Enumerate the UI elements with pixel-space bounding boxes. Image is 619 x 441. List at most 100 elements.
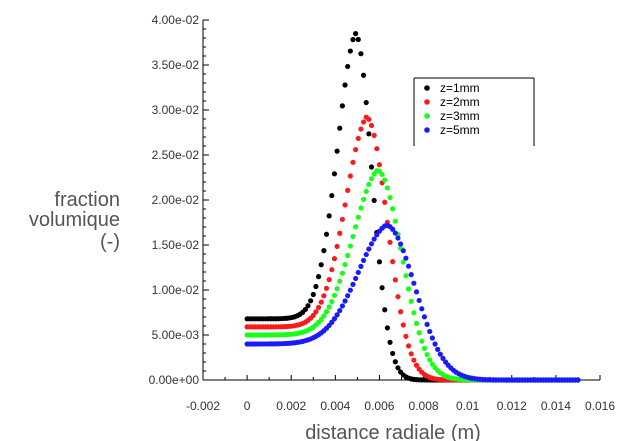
data-point <box>326 304 332 310</box>
data-point <box>408 298 414 304</box>
x-tick-label: 0.008 <box>409 399 439 413</box>
data-point <box>350 233 356 240</box>
data-point <box>368 241 375 247</box>
data-point <box>368 175 375 182</box>
y-tick-label: 5.00e-03 <box>152 328 200 342</box>
data-point <box>334 243 340 250</box>
data-point <box>334 286 340 292</box>
x-tick-label: 0.016 <box>585 399 615 413</box>
data-point <box>382 199 388 205</box>
data-point <box>337 278 343 284</box>
data-point <box>411 357 417 363</box>
data-point <box>395 294 401 300</box>
legend-marker <box>424 99 430 105</box>
data-point <box>321 248 327 254</box>
data-point <box>302 306 308 313</box>
y-tick-label: 0.00e+00 <box>149 373 200 387</box>
data-point <box>392 218 398 224</box>
data-point <box>345 187 351 193</box>
data-point <box>382 307 388 313</box>
x-tick-label: 0.012 <box>497 399 527 413</box>
data-point <box>421 345 428 351</box>
data-point <box>347 287 353 293</box>
data-point <box>387 339 393 345</box>
data-point <box>323 285 330 291</box>
legend-marker <box>424 127 430 133</box>
data-point <box>400 259 406 265</box>
series-4 <box>244 222 581 383</box>
data-point <box>329 298 335 305</box>
y-tick-label: 2.50e-02 <box>152 148 200 162</box>
data-point <box>403 255 409 261</box>
data-point <box>366 131 372 137</box>
data-point <box>334 312 340 318</box>
y-tick-label: 4.00e-02 <box>152 13 200 27</box>
data-point <box>376 162 383 168</box>
data-point <box>395 365 401 371</box>
data-point <box>379 171 385 178</box>
data-point <box>350 159 356 165</box>
data-point <box>339 216 345 222</box>
data-point <box>355 135 361 142</box>
data-point <box>360 119 367 125</box>
data-point <box>379 285 385 291</box>
data-point <box>390 206 396 212</box>
legend-label: z=5mm <box>440 123 480 137</box>
data-point <box>329 192 335 199</box>
y-tick-label: 2.00e-02 <box>152 193 200 207</box>
data-point <box>345 63 351 70</box>
data-point <box>419 338 425 344</box>
data-point <box>323 231 330 237</box>
data-point <box>326 277 332 283</box>
y-tick-label: 3.00e-02 <box>152 103 200 117</box>
data-point <box>437 351 443 357</box>
legend-marker <box>424 113 430 119</box>
data-point <box>318 299 324 305</box>
data-point <box>382 177 388 183</box>
data-point <box>408 272 414 278</box>
data-point <box>345 293 351 299</box>
data-point <box>353 224 359 230</box>
y-tick-label: 3.50e-02 <box>152 58 200 72</box>
legend-label: z=2mm <box>440 95 480 109</box>
data-point <box>353 275 359 282</box>
data-point <box>392 359 398 365</box>
data-point <box>440 355 446 361</box>
data-point <box>355 269 361 276</box>
data-point <box>347 243 353 249</box>
data-point <box>371 197 377 204</box>
x-tick-label: 0.002 <box>276 399 306 413</box>
data-point <box>337 230 343 236</box>
legend-marker <box>424 85 430 91</box>
data-point <box>342 202 348 208</box>
data-point <box>371 132 377 139</box>
data-point <box>339 270 345 276</box>
data-point <box>398 241 404 247</box>
data-point <box>427 357 433 363</box>
data-point <box>400 322 406 328</box>
data-point <box>360 196 367 202</box>
x-tick-label: -0.002 <box>186 399 220 413</box>
data-point <box>411 310 417 316</box>
data-point <box>358 205 364 211</box>
data-point <box>313 309 319 315</box>
legend-label: z=3mm <box>440 109 480 123</box>
data-point <box>413 289 420 295</box>
data-point <box>366 116 372 122</box>
data-point <box>374 232 380 238</box>
data-point <box>413 362 420 368</box>
data-point <box>310 291 316 298</box>
data-point <box>421 314 428 320</box>
y-tick-label: 1.00e-02 <box>152 283 200 297</box>
data-point <box>318 316 324 322</box>
data-point <box>321 293 327 299</box>
data-point <box>358 51 364 57</box>
data-point <box>405 343 412 349</box>
data-point <box>387 194 393 201</box>
data-point <box>355 36 361 43</box>
data-point <box>329 319 335 325</box>
data-point <box>368 164 375 170</box>
y-axis-title-line: (-) <box>100 231 120 253</box>
data-point <box>366 246 372 252</box>
